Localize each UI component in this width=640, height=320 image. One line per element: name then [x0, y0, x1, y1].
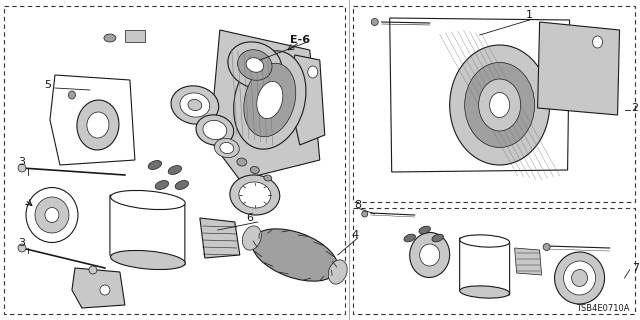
Ellipse shape — [188, 100, 202, 110]
Ellipse shape — [18, 164, 26, 172]
Ellipse shape — [220, 142, 234, 154]
Text: 4: 4 — [351, 230, 358, 240]
Polygon shape — [390, 18, 570, 172]
Ellipse shape — [246, 58, 264, 72]
Ellipse shape — [465, 62, 534, 148]
Ellipse shape — [420, 244, 440, 266]
Polygon shape — [50, 75, 135, 165]
Ellipse shape — [328, 260, 348, 284]
Polygon shape — [200, 218, 240, 258]
Text: 8: 8 — [354, 200, 362, 210]
Ellipse shape — [250, 166, 259, 173]
Ellipse shape — [228, 42, 282, 88]
Ellipse shape — [104, 34, 116, 42]
Polygon shape — [538, 22, 620, 115]
FancyBboxPatch shape — [125, 30, 145, 42]
Ellipse shape — [203, 120, 227, 140]
Ellipse shape — [432, 234, 444, 242]
Ellipse shape — [89, 266, 97, 274]
Polygon shape — [72, 268, 125, 308]
Ellipse shape — [404, 234, 415, 242]
Ellipse shape — [35, 197, 69, 233]
Ellipse shape — [460, 235, 509, 247]
Ellipse shape — [564, 261, 596, 295]
Ellipse shape — [111, 190, 185, 210]
Ellipse shape — [479, 79, 520, 131]
Ellipse shape — [410, 233, 450, 277]
Ellipse shape — [239, 182, 271, 208]
Ellipse shape — [460, 286, 509, 298]
Ellipse shape — [77, 100, 119, 150]
Text: 6: 6 — [246, 213, 253, 223]
Polygon shape — [460, 238, 509, 295]
Ellipse shape — [68, 91, 76, 99]
Ellipse shape — [450, 45, 550, 165]
Text: 1: 1 — [526, 10, 533, 20]
Ellipse shape — [362, 211, 368, 217]
Ellipse shape — [214, 138, 239, 158]
Ellipse shape — [543, 244, 550, 251]
Polygon shape — [515, 248, 541, 275]
Ellipse shape — [111, 251, 185, 269]
Ellipse shape — [593, 36, 603, 48]
Ellipse shape — [26, 188, 78, 243]
Ellipse shape — [490, 92, 509, 117]
Ellipse shape — [171, 86, 219, 124]
Ellipse shape — [243, 226, 261, 250]
Ellipse shape — [237, 158, 247, 166]
Ellipse shape — [196, 115, 234, 145]
Ellipse shape — [234, 51, 306, 149]
Ellipse shape — [264, 175, 272, 181]
Ellipse shape — [308, 66, 318, 78]
Text: 5: 5 — [44, 80, 51, 90]
Text: 7: 7 — [632, 263, 639, 273]
Ellipse shape — [180, 93, 210, 117]
Ellipse shape — [175, 180, 189, 189]
Polygon shape — [110, 195, 185, 265]
Ellipse shape — [572, 269, 588, 286]
Ellipse shape — [45, 207, 59, 222]
Ellipse shape — [148, 161, 162, 170]
Ellipse shape — [419, 226, 431, 234]
Text: 3: 3 — [19, 157, 26, 167]
Ellipse shape — [18, 244, 26, 252]
Ellipse shape — [237, 50, 272, 80]
Text: E-6: E-6 — [290, 35, 310, 45]
Ellipse shape — [230, 175, 280, 215]
Ellipse shape — [252, 229, 338, 281]
Ellipse shape — [555, 252, 605, 304]
Text: 2: 2 — [631, 103, 638, 113]
Polygon shape — [290, 55, 324, 145]
Text: 3: 3 — [19, 238, 26, 248]
Ellipse shape — [371, 19, 378, 26]
Text: TSB4E0710A: TSB4E0710A — [576, 304, 630, 313]
Ellipse shape — [168, 165, 182, 174]
Ellipse shape — [257, 81, 283, 119]
Ellipse shape — [244, 63, 296, 137]
Ellipse shape — [87, 112, 109, 138]
Polygon shape — [210, 30, 320, 180]
Ellipse shape — [100, 285, 110, 295]
Ellipse shape — [155, 180, 168, 189]
